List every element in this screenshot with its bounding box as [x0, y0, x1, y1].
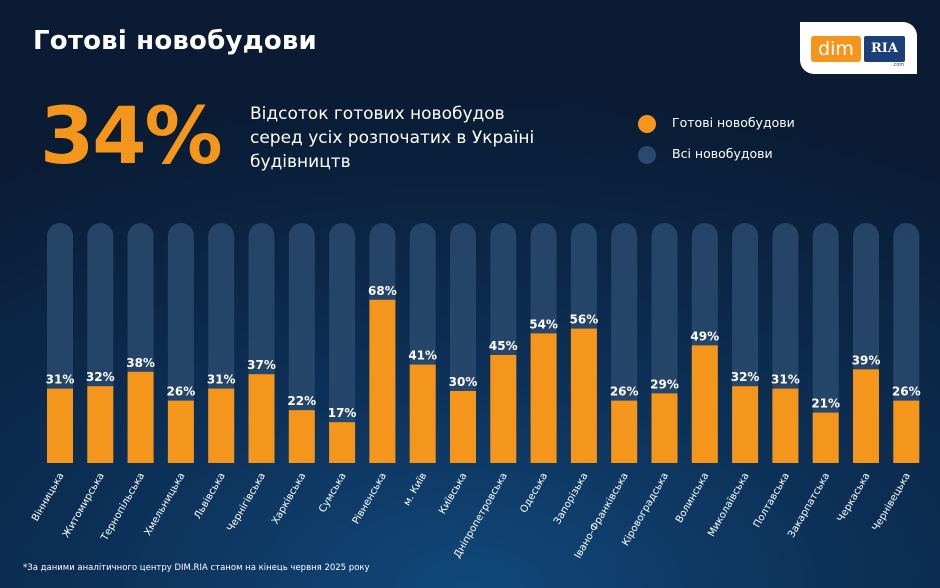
value-label-8: 68%: [368, 284, 397, 298]
category-label-2: Тернопільська: [98, 471, 147, 544]
category-label-1: Житомирська: [61, 471, 107, 540]
category-label-10: Київська: [437, 471, 469, 516]
category-label-0: Вінницька: [29, 471, 66, 524]
description-line: будівництв: [250, 152, 351, 172]
bar-ready-16: [691, 345, 718, 463]
bar-ready-21: [893, 400, 920, 463]
value-label-2: 38%: [126, 356, 155, 370]
value-label-14: 26%: [610, 385, 639, 399]
bar-all-19: [812, 223, 839, 463]
category-label-9: м. Київ: [402, 471, 430, 508]
value-label-19: 21%: [811, 397, 840, 411]
bar-ready-2: [127, 371, 154, 463]
legend-all-label: Всі новобудови: [672, 146, 773, 161]
bar-ready-1: [87, 386, 114, 463]
page-title: Готові новобудови: [33, 26, 317, 56]
category-label-6: Харківська: [269, 471, 308, 527]
category-label-20: Черкаська: [836, 471, 873, 524]
category-label-16: Волинська: [674, 471, 712, 525]
bar-ready-19: [812, 412, 839, 463]
footnote: *За даними аналітичного центру DIM.RIA с…: [23, 563, 370, 573]
value-label-20: 39%: [852, 353, 881, 367]
category-label-17: Миколаївська: [706, 471, 752, 539]
bar-ready-11: [490, 355, 517, 463]
value-label-7: 17%: [328, 406, 357, 420]
value-label-10: 30%: [449, 375, 478, 389]
bar-ready-17: [732, 386, 759, 463]
bar-ready-9: [409, 364, 436, 463]
bar-ready-14: [611, 400, 638, 463]
bar-all-7: [329, 223, 356, 463]
logo-com-text: .com: [892, 62, 905, 68]
category-label-13: Запорізька: [551, 471, 590, 527]
bar-ready-8: [369, 299, 396, 463]
bar-ready-10: [450, 391, 476, 463]
bar-ready-0: [47, 388, 73, 463]
description-line: серед усіх розпочатих в Україні: [250, 128, 535, 148]
value-label-17: 32%: [731, 370, 760, 384]
bar-ready-18: [772, 388, 799, 463]
category-label-18: Полтавська: [752, 471, 792, 530]
value-label-18: 31%: [771, 373, 800, 387]
value-label-9: 41%: [408, 349, 437, 363]
value-label-11: 45%: [489, 339, 518, 353]
logo-dim-text: dim: [811, 36, 861, 62]
bar-ready-3: [167, 400, 194, 463]
bar-ready-6: [288, 410, 315, 463]
headline-description: Відсоток готових новобудов серед усіх ро…: [250, 102, 590, 174]
value-label-1: 32%: [86, 370, 115, 384]
value-label-3: 26%: [167, 385, 196, 399]
category-label-19: Закарпатська: [786, 471, 832, 540]
headline-value: 34%: [40, 92, 223, 182]
logo-ria-text: RIA: [864, 36, 905, 62]
bar-all-6: [288, 223, 315, 463]
value-label-21: 26%: [892, 385, 921, 399]
category-label-7: Сумська: [317, 471, 349, 515]
bar-ready-4: [208, 388, 235, 463]
bar-ready-5: [248, 374, 275, 463]
bar-ready-12: [530, 333, 557, 463]
category-label-3: Хмельницька: [143, 471, 188, 538]
category-label-21: Чернівецька: [870, 471, 913, 534]
dim-ria-logo[interactable]: dim RIA .com: [800, 22, 917, 74]
category-label-4: Львівська: [192, 471, 228, 522]
value-label-4: 31%: [207, 373, 236, 387]
legend-ready-dot: [638, 115, 656, 133]
value-label-5: 37%: [247, 358, 276, 372]
legend-all-dot: [638, 146, 656, 164]
value-label-13: 56%: [570, 313, 599, 327]
description-line: Відсоток готових новобудов: [250, 104, 505, 124]
legend-ready-label: Готові новобудови: [672, 115, 795, 130]
category-label-8: Рівненська: [350, 471, 389, 527]
category-label-5: Чернігівська: [225, 471, 268, 534]
bar-ready-15: [651, 393, 678, 463]
value-label-12: 54%: [529, 317, 558, 331]
value-label-15: 29%: [650, 377, 679, 391]
bar-ready-20: [853, 369, 879, 463]
value-label-6: 22%: [287, 394, 316, 408]
value-label-0: 31%: [46, 373, 75, 387]
category-label-12: Одеська: [518, 471, 550, 515]
bar-ready-7: [329, 422, 356, 463]
bar-ready-13: [570, 328, 597, 463]
value-label-16: 49%: [690, 329, 719, 343]
